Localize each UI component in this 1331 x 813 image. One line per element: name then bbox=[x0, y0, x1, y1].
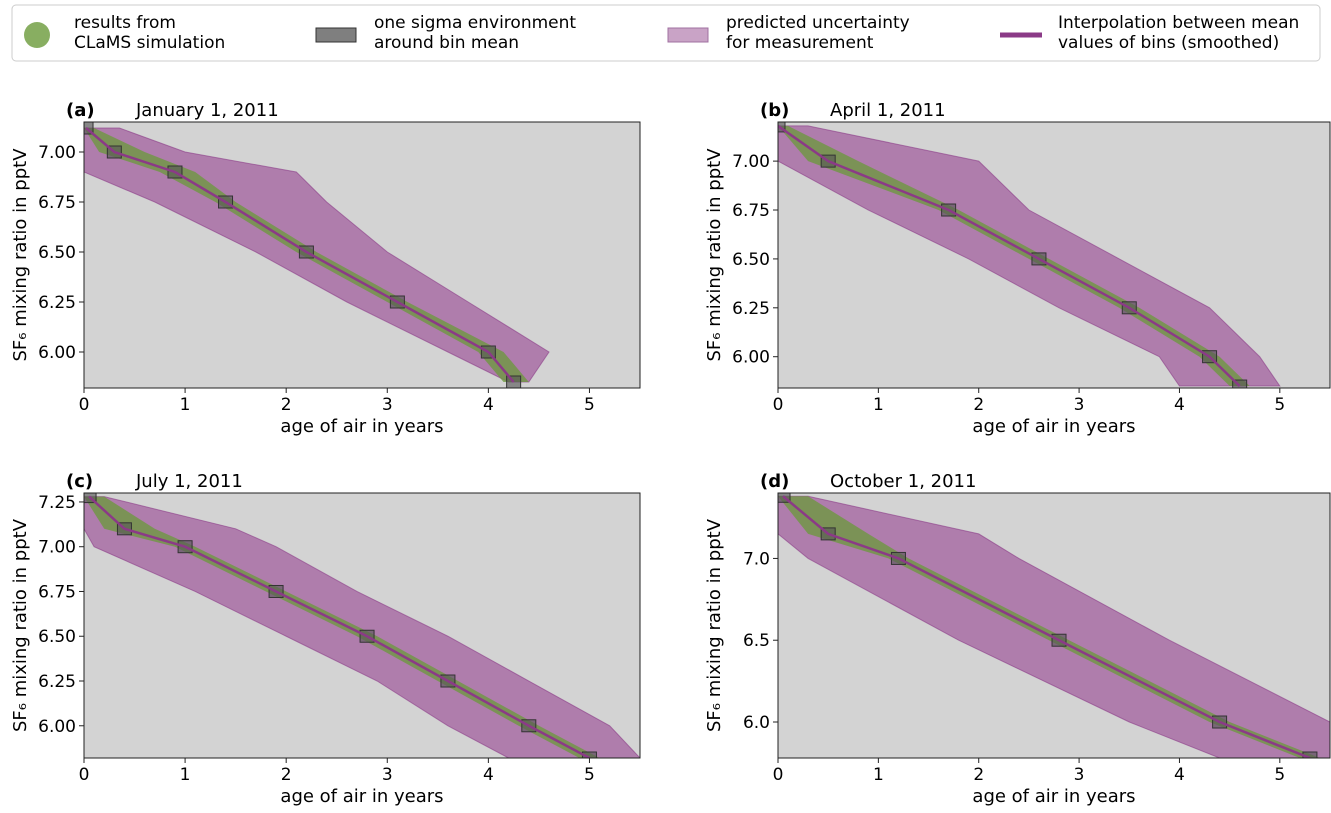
sigma-box bbox=[1232, 379, 1248, 388]
x-tick-label: 1 bbox=[180, 765, 191, 785]
panel-label: (c) bbox=[66, 471, 93, 492]
y-tick-label: 6.75 bbox=[38, 582, 76, 602]
legend-swatch bbox=[315, 27, 357, 43]
y-tick-label: 6.00 bbox=[732, 348, 770, 368]
mean-line bbox=[778, 124, 1241, 387]
x-axis-label: age of air in years bbox=[972, 416, 1135, 437]
panel-label: (d) bbox=[760, 471, 789, 492]
y-axis-label: SF₆ mixing ratio in pptV bbox=[704, 148, 725, 362]
x-tick-label: 3 bbox=[1074, 765, 1085, 785]
y-tick-label: 6.50 bbox=[38, 627, 76, 647]
x-tick-label: 4 bbox=[1174, 395, 1185, 415]
plot-frame bbox=[83, 492, 641, 759]
x-tick-label: 3 bbox=[382, 395, 393, 415]
plot-layer bbox=[84, 493, 640, 758]
x-tick-label: 1 bbox=[873, 765, 884, 785]
x-tick-label: 2 bbox=[281, 765, 292, 785]
y-tick-label: 6.50 bbox=[38, 243, 76, 263]
legend-label: one sigma environment around bin mean bbox=[374, 13, 576, 53]
y-tick-label: 7.00 bbox=[38, 143, 76, 163]
x-tick-label: 2 bbox=[973, 395, 984, 415]
x-tick-label: 0 bbox=[773, 395, 784, 415]
sigma-box bbox=[84, 122, 94, 135]
legend-swatch bbox=[24, 22, 50, 48]
legend-line: CLaMS simulation bbox=[74, 33, 225, 53]
y-tick-label: 6.25 bbox=[38, 672, 76, 692]
panel-label: (b) bbox=[760, 100, 789, 121]
legend-line: results from bbox=[74, 13, 176, 33]
y-tick-label: 6.25 bbox=[732, 299, 770, 319]
plot-layer bbox=[84, 122, 550, 388]
y-tick-label: 7.25 bbox=[38, 493, 76, 513]
x-tick-label: 0 bbox=[79, 765, 90, 785]
y-axis-label: SF₆ mixing ratio in pptV bbox=[704, 518, 725, 732]
legend-swatch bbox=[667, 27, 709, 43]
plot-frame bbox=[83, 121, 641, 389]
y-tick-label: 7.00 bbox=[38, 538, 76, 558]
x-tick-label: 4 bbox=[483, 765, 494, 785]
plot-frame bbox=[777, 492, 1331, 759]
mean-line bbox=[88, 495, 591, 758]
x-tick-label: 0 bbox=[79, 395, 90, 415]
legend-line: predicted uncertainty bbox=[726, 13, 910, 33]
x-tick-label: 4 bbox=[1174, 765, 1185, 785]
x-axis-label: age of air in years bbox=[280, 416, 443, 437]
x-axis-label: age of air in years bbox=[280, 786, 443, 807]
y-tick-label: 6.75 bbox=[732, 201, 770, 221]
y-tick-label: 6.0 bbox=[743, 713, 770, 733]
legend-line: for measurement bbox=[726, 33, 874, 53]
legend-line: around bin mean bbox=[374, 33, 519, 53]
legend-label: Interpolation between mean values of bins… bbox=[1058, 13, 1299, 53]
sigma-box bbox=[581, 751, 597, 758]
y-tick-label: 6.75 bbox=[38, 193, 76, 213]
y-tick-label: 7.00 bbox=[732, 152, 770, 172]
y-tick-label: 6.5 bbox=[743, 631, 770, 651]
x-tick-label: 5 bbox=[1274, 395, 1285, 415]
y-tick-label: 7.0 bbox=[743, 549, 770, 569]
plot-frame bbox=[777, 121, 1331, 389]
legend-line: Interpolation between mean bbox=[1058, 13, 1299, 33]
y-tick-label: 6.25 bbox=[38, 293, 76, 313]
sigma-box bbox=[1302, 751, 1318, 758]
panel-title: October 1, 2011 bbox=[830, 471, 976, 492]
simulation-band bbox=[778, 125, 1250, 387]
x-tick-label: 0 bbox=[773, 765, 784, 785]
legend-label: predicted uncertainty for measurement bbox=[726, 13, 910, 53]
y-tick-label: 6.00 bbox=[38, 343, 76, 363]
x-tick-label: 1 bbox=[180, 395, 191, 415]
mean-line bbox=[85, 127, 515, 383]
x-tick-label: 4 bbox=[483, 395, 494, 415]
panel-title: April 1, 2011 bbox=[830, 100, 946, 121]
simulation-band bbox=[778, 496, 1320, 758]
y-axis-label: SF₆ mixing ratio in pptV bbox=[10, 518, 31, 732]
legend-line: values of bins (smoothed) bbox=[1058, 33, 1279, 53]
y-tick-label: 6.50 bbox=[732, 250, 770, 270]
x-tick-label: 5 bbox=[1274, 765, 1285, 785]
x-tick-label: 1 bbox=[873, 395, 884, 415]
legend-label: results from CLaMS simulation bbox=[74, 13, 225, 53]
x-tick-label: 5 bbox=[584, 395, 595, 415]
plot-layer bbox=[778, 122, 1281, 388]
y-axis-label: SF₆ mixing ratio in pptV bbox=[10, 148, 31, 362]
x-tick-label: 3 bbox=[1074, 395, 1085, 415]
panel-label: (a) bbox=[66, 100, 95, 121]
legend-frame bbox=[11, 4, 1321, 62]
panel-title: July 1, 2011 bbox=[135, 471, 243, 492]
uncertainty-band bbox=[778, 495, 1330, 758]
x-tick-label: 5 bbox=[584, 765, 595, 785]
x-axis-label: age of air in years bbox=[972, 786, 1135, 807]
legend-line: one sigma environment bbox=[374, 13, 576, 33]
y-tick-label: 6.00 bbox=[38, 717, 76, 737]
x-tick-label: 3 bbox=[382, 765, 393, 785]
plot-layer bbox=[778, 493, 1330, 758]
x-tick-label: 2 bbox=[973, 765, 984, 785]
x-tick-label: 2 bbox=[281, 395, 292, 415]
panel-title: January 1, 2011 bbox=[135, 100, 279, 121]
mean-line bbox=[782, 495, 1311, 758]
